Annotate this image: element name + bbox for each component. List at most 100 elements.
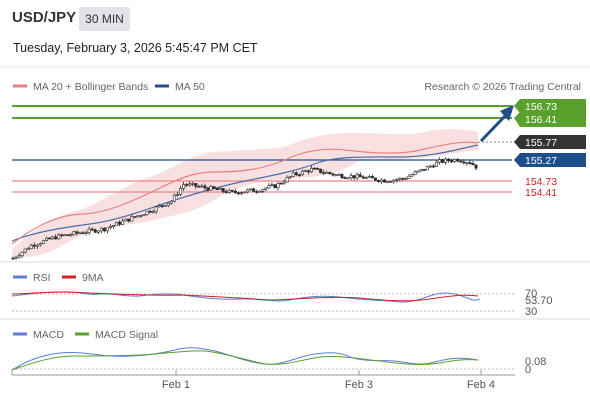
- candle-body: [72, 231, 76, 235]
- candle-body: [352, 175, 356, 179]
- candle-body: [84, 232, 88, 234]
- candle-body: [233, 190, 237, 193]
- candle-body: [471, 162, 475, 166]
- macd-signal-line: [11, 350, 479, 371]
- candle-body: [99, 227, 103, 232]
- candle-body: [252, 188, 256, 192]
- candle-body: [102, 227, 106, 232]
- candle-body: [169, 200, 173, 204]
- candle-body: [11, 257, 15, 260]
- candle-body: [398, 177, 402, 180]
- candle-body: [328, 172, 332, 174]
- candle-body: [63, 234, 67, 236]
- candle-body: [115, 221, 119, 226]
- svg-text:156.73: 156.73: [525, 101, 557, 113]
- candle-body: [179, 188, 183, 195]
- candle-body: [20, 251, 24, 257]
- candle-body: [175, 194, 179, 196]
- candlestick-series: [11, 157, 478, 260]
- candle-body: [294, 172, 298, 175]
- timeframe-badge[interactable]: 30 MIN: [79, 7, 130, 31]
- candle-body: [462, 161, 466, 164]
- candle-body: [139, 215, 143, 217]
- candle-body: [133, 216, 137, 218]
- candle-body: [221, 188, 225, 192]
- candle-body: [258, 191, 262, 193]
- rsi-30-label: 30: [525, 306, 537, 318]
- candle-body: [121, 220, 125, 225]
- candle-body: [386, 181, 390, 184]
- candle-body: [440, 159, 444, 163]
- candle-body: [182, 184, 186, 189]
- rsi-legend-label: RSI: [33, 272, 51, 284]
- candle-body: [395, 179, 399, 181]
- candle-body: [465, 162, 469, 164]
- level-label-154-73: 154.73: [525, 176, 557, 188]
- candle-body: [236, 192, 240, 195]
- candle-body: [87, 228, 91, 233]
- x-tick-label: Feb 4: [467, 379, 495, 391]
- chart-datetime: Tuesday, February 3, 2026 5:45:47 PM CET: [13, 41, 258, 55]
- candle-body: [96, 230, 100, 233]
- candle-body: [17, 255, 21, 258]
- candle-body: [163, 205, 167, 207]
- candle-body: [340, 174, 344, 178]
- candle-body: [160, 205, 164, 207]
- candle-body: [407, 175, 411, 179]
- candle-body: [185, 184, 189, 186]
- candle-body: [361, 176, 365, 179]
- candle-body: [51, 236, 55, 240]
- candle-body: [206, 187, 210, 191]
- candle-body: [191, 183, 195, 185]
- ma50-line: [11, 144, 479, 242]
- candle-body: [90, 228, 94, 231]
- candle-body: [29, 244, 33, 249]
- candle-body: [239, 192, 243, 195]
- candle-body: [401, 177, 405, 180]
- candle-body: [166, 202, 170, 206]
- candle-body: [364, 177, 368, 179]
- candle-body: [273, 184, 277, 189]
- candle-body: [127, 218, 131, 222]
- candle-body: [276, 182, 280, 189]
- candle-body: [288, 176, 292, 178]
- candle-body: [319, 168, 323, 173]
- candle-body: [243, 191, 247, 194]
- candle-body: [75, 231, 79, 234]
- candle-body: [200, 185, 204, 188]
- candle-body: [380, 179, 384, 182]
- candle-body: [224, 191, 228, 194]
- candle-body: [81, 232, 85, 235]
- candle-body: [261, 188, 265, 192]
- candle-body: [306, 170, 310, 173]
- candle-body: [60, 234, 64, 237]
- candle-body: [66, 234, 70, 236]
- candle-body: [209, 186, 213, 191]
- macd-legend-label: MACD: [33, 329, 64, 341]
- candle-body: [130, 216, 134, 222]
- chart-credit: Research © 2026 Trading Central: [424, 81, 581, 93]
- candle-body: [124, 218, 128, 222]
- candle-body: [154, 206, 158, 212]
- candle-body: [264, 187, 268, 190]
- level-tag-156-41: 156.41: [514, 112, 586, 127]
- candle-body: [142, 214, 146, 216]
- candle-body: [270, 184, 274, 186]
- candle-body: [227, 189, 231, 194]
- candle-body: [337, 174, 341, 176]
- candle-body: [331, 173, 335, 176]
- rsi-70-label: 70: [525, 288, 537, 300]
- candle-body: [45, 237, 49, 241]
- candle-body: [447, 158, 451, 162]
- candle-body: [279, 182, 283, 185]
- candle-body: [291, 172, 295, 177]
- candle-body: [355, 174, 359, 179]
- candle-body: [434, 161, 438, 167]
- candle-body: [453, 159, 457, 162]
- candle-body: [389, 181, 393, 183]
- level-tag-156-73: 156.73: [514, 99, 586, 113]
- candle-body: [297, 174, 301, 176]
- candle-body: [370, 176, 374, 179]
- candle-body: [456, 159, 460, 162]
- svg-text:155.27: 155.27: [525, 155, 557, 167]
